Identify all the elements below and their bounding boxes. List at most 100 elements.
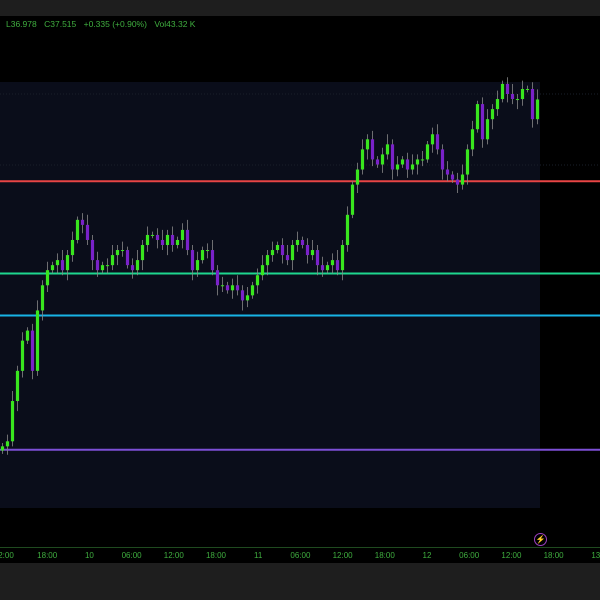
candle-body <box>385 144 390 155</box>
candle-body <box>330 260 335 266</box>
candle-body <box>245 295 250 301</box>
candle-body <box>300 239 305 246</box>
candle-body <box>380 154 385 165</box>
candle-body <box>390 144 395 170</box>
candle-body <box>435 134 440 150</box>
candle-body <box>180 229 185 240</box>
candle-body <box>280 245 285 256</box>
candle-body <box>375 159 380 165</box>
candle-body <box>95 260 100 271</box>
candle-body <box>500 83 505 100</box>
candle-body <box>495 99 500 110</box>
candle-body <box>440 149 445 170</box>
candle-body <box>220 285 225 287</box>
candle-body <box>255 275 260 286</box>
candle-body <box>210 250 215 271</box>
time-tick-label: 18:00 <box>37 551 58 560</box>
candle-body <box>65 255 70 271</box>
candle-body <box>515 99 520 101</box>
candle-body <box>470 129 475 150</box>
candle-body <box>395 164 400 170</box>
candle-body <box>0 446 5 451</box>
candle-body <box>165 234 170 246</box>
time-tick-label: 12:00 <box>501 551 522 560</box>
candle-body <box>450 174 455 180</box>
candle-body <box>530 88 535 120</box>
candle-body <box>205 250 210 252</box>
candle-body <box>265 255 270 266</box>
candle-body <box>110 255 115 266</box>
candle-body <box>455 179 460 185</box>
time-tick-label: 06:00 <box>290 551 311 560</box>
time-tick-label: 10 <box>84 551 94 560</box>
time-tick-label: 18:00 <box>205 551 227 560</box>
top-toolbar <box>0 0 600 16</box>
candle-body <box>5 441 10 447</box>
candle-body <box>50 265 55 271</box>
candle-body <box>325 265 330 271</box>
time-tick-label: 06:00 <box>459 551 480 560</box>
candle-body <box>175 239 180 246</box>
candle-body <box>185 229 190 251</box>
candle-body <box>190 250 195 271</box>
candle-body <box>310 250 315 256</box>
candle-body <box>250 285 255 296</box>
candle-body <box>100 265 105 271</box>
candle-body <box>215 270 220 286</box>
candle-body <box>160 239 165 246</box>
candle-body <box>45 270 50 286</box>
time-tick-label: 12:00 <box>163 551 184 560</box>
candle-body <box>275 245 280 251</box>
candle-body <box>405 159 410 170</box>
low-value: L36.978 <box>6 19 37 29</box>
candle-body <box>130 265 135 271</box>
candle-body <box>320 265 325 271</box>
candle-body <box>140 245 145 261</box>
candle-body <box>420 159 425 161</box>
candle-body <box>40 285 45 311</box>
candle-body <box>480 104 485 140</box>
candle-body <box>125 250 130 266</box>
session-shade <box>0 82 540 508</box>
candle-body <box>285 255 290 261</box>
price-chart[interactable] <box>0 16 600 547</box>
time-tick-label: 12 <box>422 551 432 560</box>
candle-body <box>535 99 540 120</box>
candle-body <box>430 134 435 145</box>
candle-body <box>145 234 150 246</box>
candle-body <box>400 159 405 165</box>
candle-body <box>460 174 465 185</box>
close-value: C37.515 <box>44 19 77 29</box>
candle-body <box>235 285 240 291</box>
candle-body <box>475 104 480 130</box>
candle-body <box>20 340 25 371</box>
candle-body <box>335 260 340 271</box>
candle-body <box>465 149 470 175</box>
candle-body <box>525 88 530 90</box>
candle-body <box>200 250 205 261</box>
candle-body <box>55 260 60 266</box>
candle-body <box>445 169 450 175</box>
time-tick-label: 18:00 <box>374 551 395 560</box>
candle-body <box>25 330 30 341</box>
ohlc-legend: L36.978 C37.515 +0.335 (+0.90%) Vol43.32… <box>6 19 200 29</box>
x-axis-line <box>0 547 600 548</box>
candle-body <box>315 250 320 266</box>
lightning-bolt-icon[interactable]: ⚡ <box>534 533 547 546</box>
candle-body <box>505 83 510 95</box>
candle-body <box>30 330 35 371</box>
time-axis[interactable]: 2:00 18:00 10 06:00 12:00 18:00 11 06:00 12:00 18… <box>0 549 600 563</box>
bottom-toolbar <box>0 563 600 600</box>
time-tick-label: 18:00 <box>543 551 564 560</box>
candle-body <box>295 239 300 246</box>
candle-body <box>365 139 370 150</box>
candle-body <box>260 265 265 276</box>
candle-body <box>35 310 40 371</box>
candle-body <box>120 250 125 252</box>
candle-body <box>350 184 355 215</box>
candle-body <box>225 285 230 291</box>
volume-value: Vol43.32 K <box>154 19 196 29</box>
candle-body <box>105 265 110 267</box>
candle-body <box>15 370 20 402</box>
change-value: +0.335 (+0.90%) <box>83 19 147 29</box>
